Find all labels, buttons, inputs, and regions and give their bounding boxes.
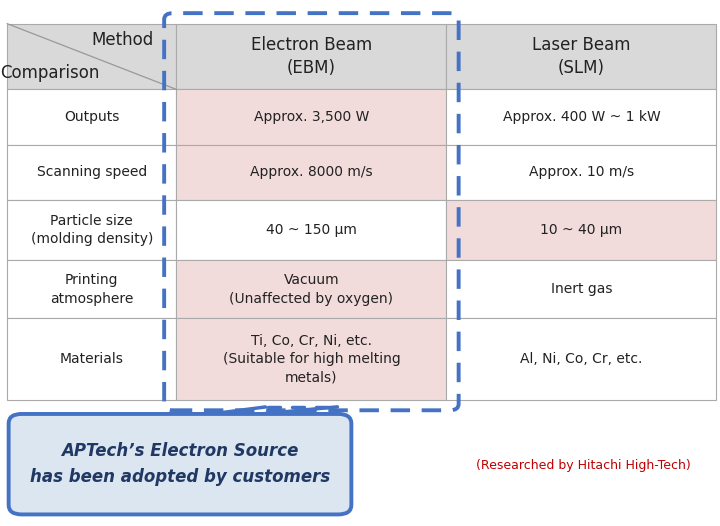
Bar: [176, 24, 446, 89]
Text: Approx. 400 W ~ 1 kW: Approx. 400 W ~ 1 kW: [503, 110, 660, 124]
Bar: [7, 200, 176, 260]
Bar: [7, 318, 176, 400]
Bar: [446, 24, 716, 89]
Bar: [446, 200, 716, 260]
Bar: [7, 89, 176, 145]
Text: Approx. 3,500 W: Approx. 3,500 W: [253, 110, 369, 124]
Bar: [176, 89, 446, 145]
Text: Approx. 10 m/s: Approx. 10 m/s: [528, 165, 634, 179]
Text: Ti, Co, Cr, Ni, etc.
(Suitable for high melting
metals): Ti, Co, Cr, Ni, etc. (Suitable for high …: [222, 333, 400, 385]
Bar: [446, 89, 716, 145]
Text: Scanning speed: Scanning speed: [37, 165, 147, 179]
Text: 40 ~ 150 μm: 40 ~ 150 μm: [266, 223, 357, 237]
Text: APTech’s Electron Source
has been adopted by customers: APTech’s Electron Source has been adopte…: [30, 442, 330, 487]
Bar: [176, 260, 446, 318]
Text: Electron Beam
(EBM): Electron Beam (EBM): [251, 36, 372, 77]
Bar: [446, 318, 716, 400]
Text: (Researched by Hitachi High-Tech): (Researched by Hitachi High-Tech): [477, 459, 691, 472]
Bar: [7, 145, 176, 200]
Text: Particle size
(molding density): Particle size (molding density): [31, 214, 153, 246]
Bar: [176, 200, 446, 260]
Text: Outputs: Outputs: [64, 110, 120, 124]
Text: Approx. 8000 m/s: Approx. 8000 m/s: [250, 165, 373, 179]
Bar: [7, 24, 176, 89]
Bar: [7, 260, 176, 318]
Text: Vacuum
(Unaffected by oxygen): Vacuum (Unaffected by oxygen): [230, 273, 393, 306]
Bar: [176, 318, 446, 400]
Text: Method: Method: [91, 31, 153, 49]
Bar: [176, 145, 446, 200]
Text: Laser Beam
(SLM): Laser Beam (SLM): [532, 36, 631, 77]
Bar: [446, 145, 716, 200]
Text: Printing
atmosphere: Printing atmosphere: [50, 273, 133, 306]
Bar: [446, 260, 716, 318]
Text: Inert gas: Inert gas: [551, 282, 612, 296]
Text: 10 ~ 40 μm: 10 ~ 40 μm: [540, 223, 623, 237]
FancyBboxPatch shape: [9, 414, 351, 514]
Text: Materials: Materials: [60, 352, 124, 366]
Text: Al, Ni, Co, Cr, etc.: Al, Ni, Co, Cr, etc.: [521, 352, 642, 366]
Text: Comparison: Comparison: [0, 64, 99, 82]
